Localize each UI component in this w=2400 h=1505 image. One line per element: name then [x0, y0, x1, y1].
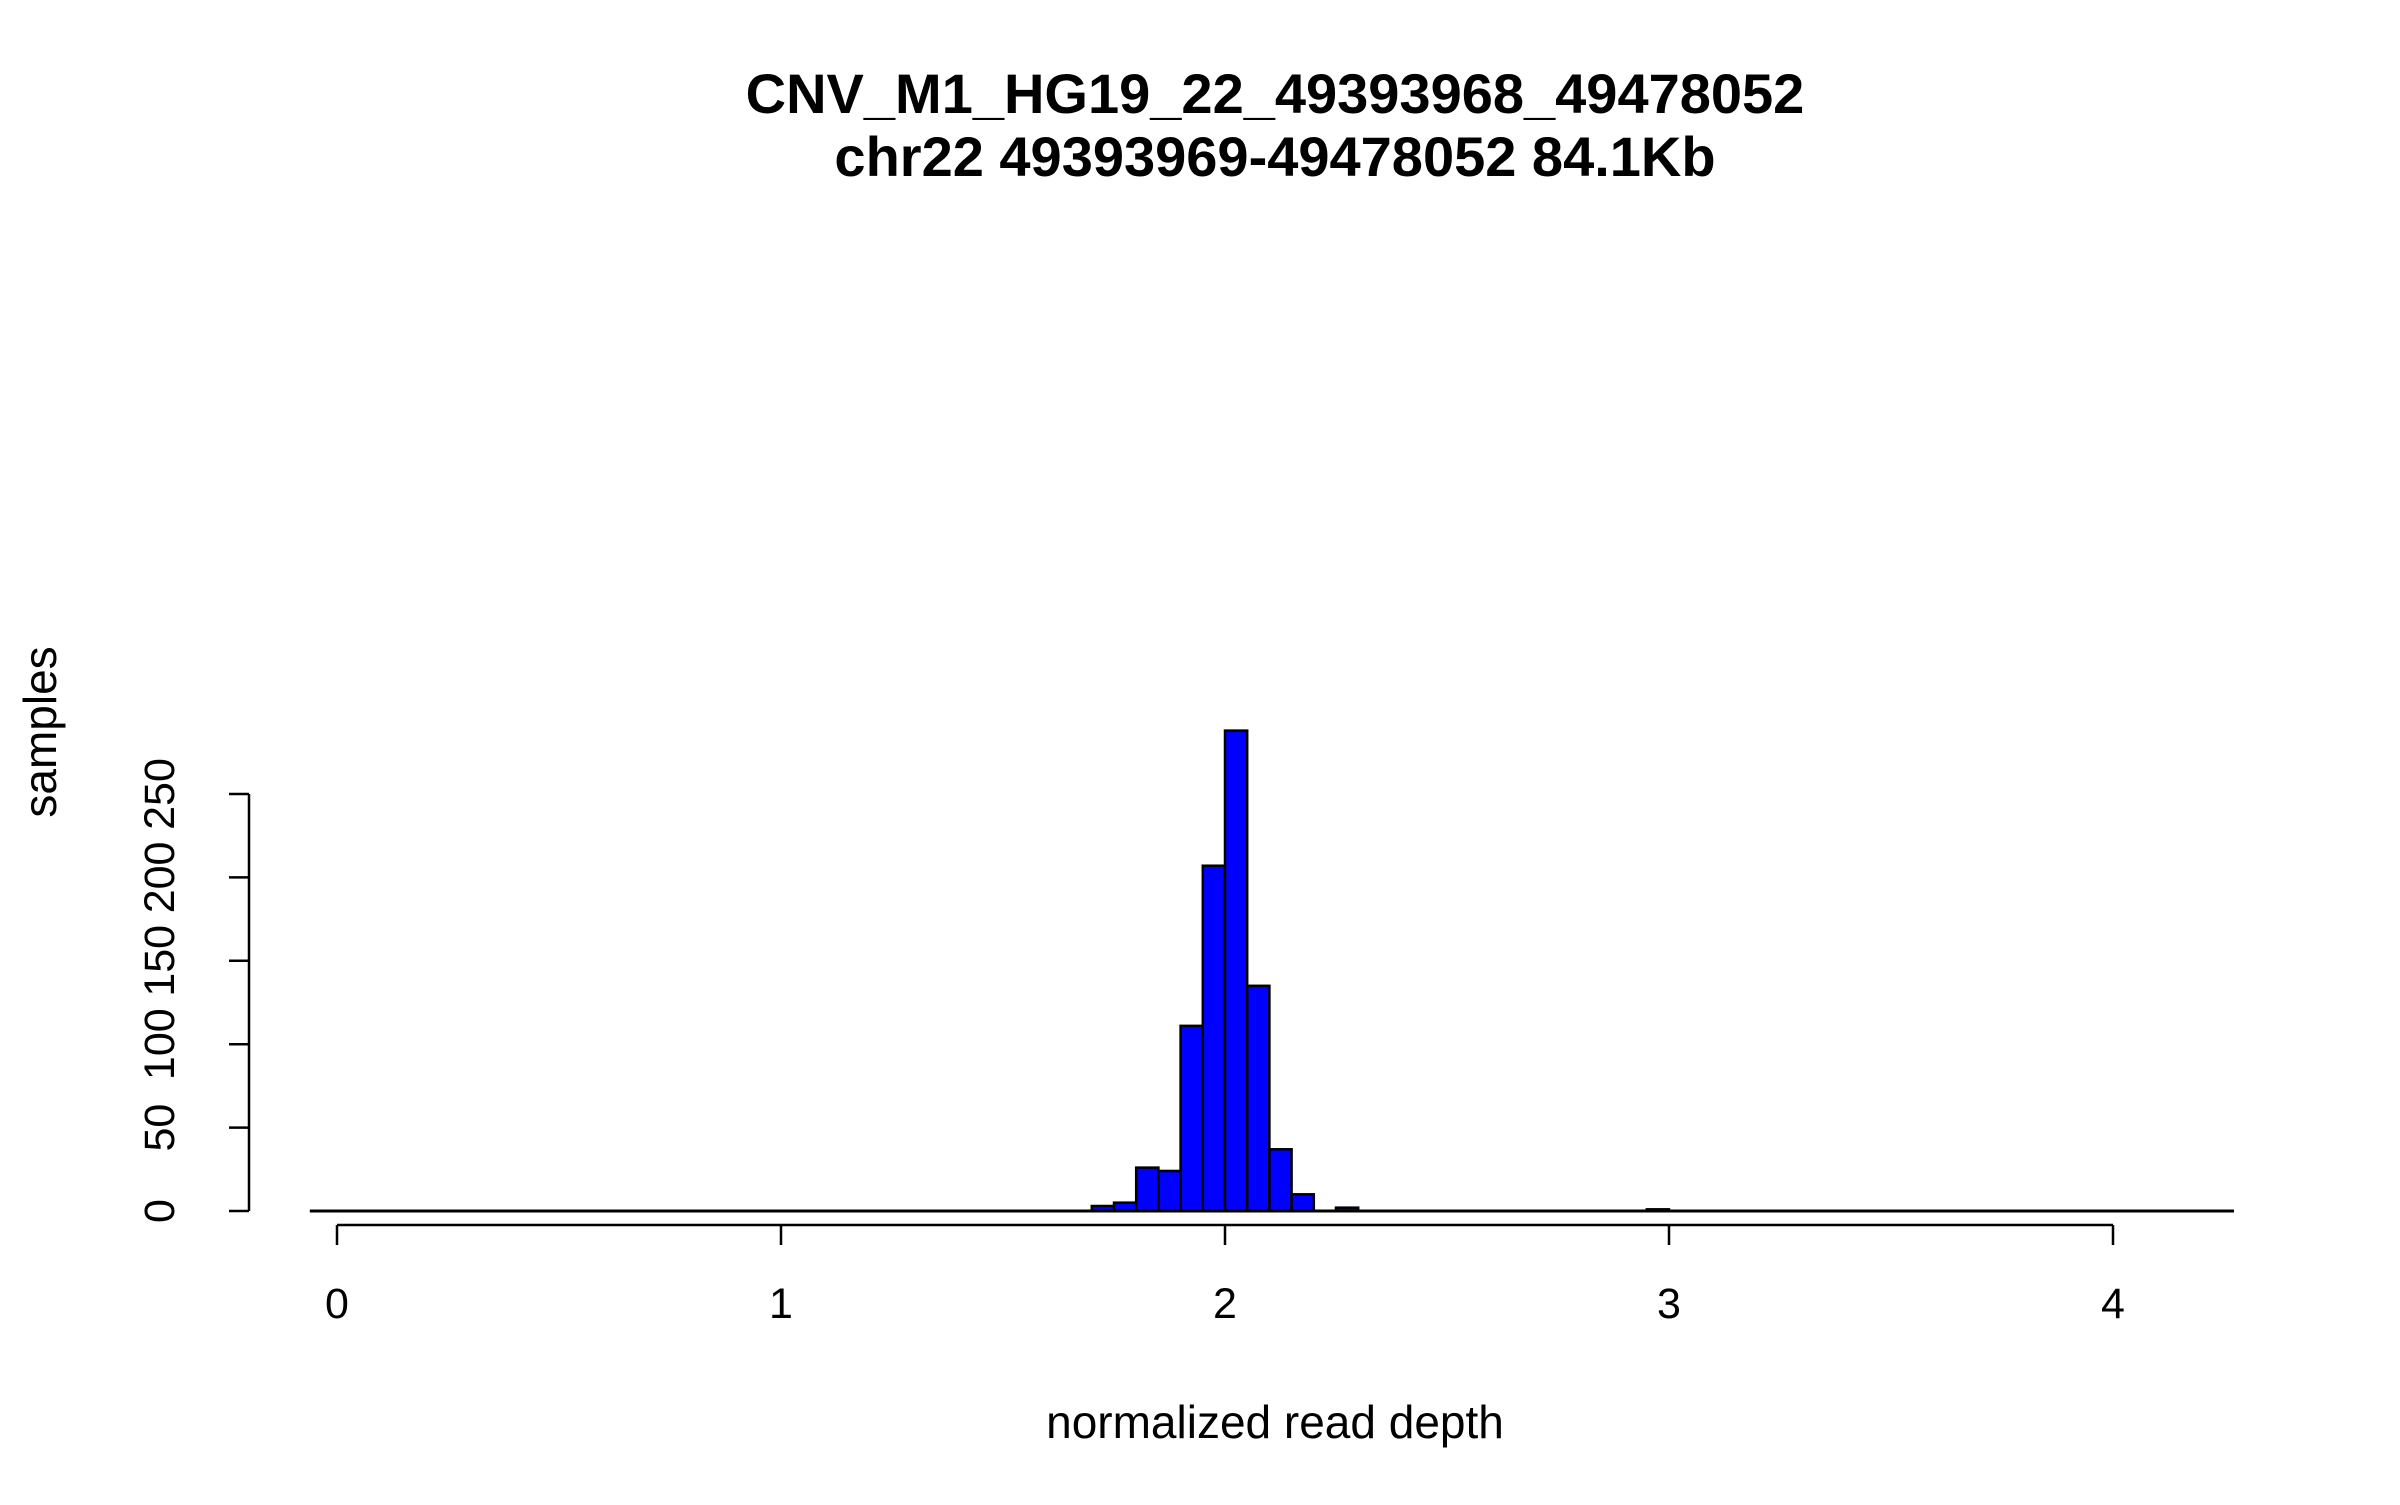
y-tick-label: 0	[136, 1199, 184, 1223]
histogram-bar	[1134, 1166, 1160, 1213]
chart-title: CNV_M1_HG19_22_49393968_49478052	[746, 62, 1805, 125]
histogram-bar	[1179, 1024, 1205, 1213]
histogram-bar	[1157, 1169, 1182, 1213]
y-tick-label: 50	[136, 1104, 184, 1152]
x-tick-label: 3	[1657, 1280, 1681, 1328]
bars-group	[1090, 729, 1671, 1213]
y-tick-label: 250	[136, 758, 184, 830]
y-tick-label: 150	[136, 925, 184, 997]
y-tick-label: 100	[136, 1008, 184, 1080]
x-tick-label: 4	[2101, 1280, 2125, 1328]
histogram-bar	[1268, 1148, 1293, 1213]
histogram-bar	[1245, 984, 1271, 1213]
x-axis-title: normalized read depth	[1046, 1396, 1504, 1448]
y-axis-title: samples	[14, 646, 66, 817]
histogram-bar	[1201, 864, 1227, 1213]
x-tick-label: 1	[769, 1280, 793, 1328]
chart-subtitle: chr22 49393969-49478052 84.1Kb	[834, 125, 1715, 188]
axes-group: 0 1 2 3 4 0 50 100 150 200 250	[136, 758, 2234, 1328]
histogram-bar	[1290, 1193, 1316, 1213]
x-tick-label: 0	[325, 1280, 349, 1328]
x-tick-label: 2	[1213, 1280, 1237, 1328]
histogram-bar	[1223, 729, 1249, 1213]
y-tick-label: 200	[136, 842, 184, 914]
